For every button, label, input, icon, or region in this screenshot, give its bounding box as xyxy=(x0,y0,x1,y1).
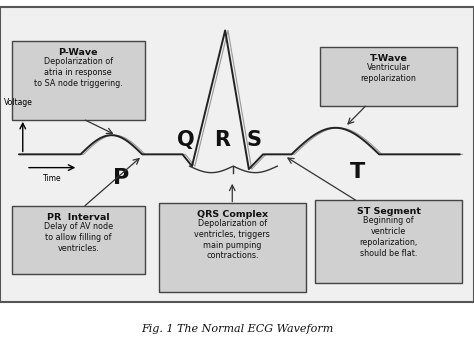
Text: Fig. 1 The Normal ECG Waveform: Fig. 1 The Normal ECG Waveform xyxy=(141,324,333,334)
Text: Depolarization of
atria in response
to SA node triggering.: Depolarization of atria in response to S… xyxy=(34,57,123,87)
Text: Ventricular
repolarization: Ventricular repolarization xyxy=(361,63,417,83)
FancyBboxPatch shape xyxy=(12,41,145,120)
Text: Beginning of
ventricle
repolarization,
should be flat.: Beginning of ventricle repolarization, s… xyxy=(360,216,418,258)
Text: Time: Time xyxy=(43,174,62,182)
Text: ST Segment: ST Segment xyxy=(356,208,421,216)
Text: QRS Complex: QRS Complex xyxy=(197,210,268,220)
FancyBboxPatch shape xyxy=(315,200,462,283)
FancyBboxPatch shape xyxy=(320,47,457,106)
FancyBboxPatch shape xyxy=(12,206,145,274)
Text: Delay of AV node
to allow filling of
ventricles.: Delay of AV node to allow filling of ven… xyxy=(44,222,113,253)
Text: R: R xyxy=(214,130,230,150)
Text: Q: Q xyxy=(177,130,195,150)
Text: P: P xyxy=(113,168,129,188)
Text: Voltage: Voltage xyxy=(4,98,32,107)
FancyBboxPatch shape xyxy=(159,203,306,292)
Text: T: T xyxy=(350,162,365,182)
Text: S: S xyxy=(246,130,261,150)
Text: T-Wave: T-Wave xyxy=(370,54,408,63)
Text: P-Wave: P-Wave xyxy=(58,48,98,57)
Text: Depolarization of
ventricles, triggers
main pumping
contractions.: Depolarization of ventricles, triggers m… xyxy=(194,219,270,260)
FancyBboxPatch shape xyxy=(0,7,474,302)
Text: PR  Interval: PR Interval xyxy=(47,213,109,222)
